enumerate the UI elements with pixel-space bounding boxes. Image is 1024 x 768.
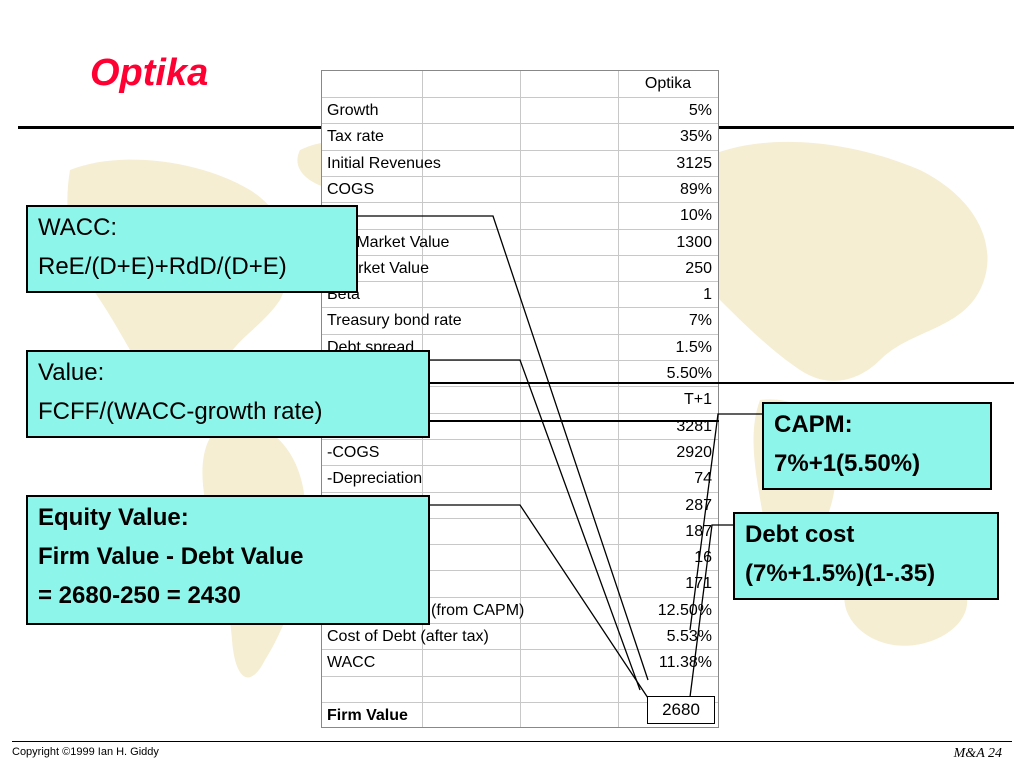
equity-callout-result: = 2680-250 = 2430 [38,582,241,609]
row-value: 1 [703,286,712,304]
equity-callout: Equity Value: Firm Value - Debt Value = … [26,495,430,625]
row-value: 89% [679,180,712,198]
section-divider [321,382,1014,384]
value-callout-formula: FCFF/(WACC-growth rate) [38,398,323,425]
table-row: -COGS 2920 [322,438,718,465]
row-value: 1300 [676,233,712,251]
capm-callout-formula: 7%+1(5.50%) [774,450,921,477]
debt-callout-title: Debt cost [745,521,855,548]
table-row: Growth 5% [322,97,718,123]
row-value: 3281 [676,417,712,435]
table-row: Beta 1 [322,281,718,307]
row-label: Growth [327,102,379,119]
row-value: T+1 [683,391,712,409]
table-row: Initial Revenues 3125 [322,149,718,176]
row-value: 250 [685,259,712,277]
row-label: Initial Revenues [327,154,441,172]
sheet-header: Optika [644,75,692,92]
row-value: 10% [679,207,712,225]
row-value: 12.50% [657,601,712,619]
row-value: 2920 [676,443,712,461]
row-value: 16 [694,549,712,567]
capm-callout-title: CAPM: [774,411,853,438]
table-row: t Market Value 250 [322,254,718,281]
row-value: 5% [688,102,712,119]
row-label: -Depreciation [327,470,423,488]
firm-value-result: 2680 [647,696,715,724]
table-row: uity Market Value 1300 [322,228,718,255]
copyright: Copyright ©1999 Ian H. Giddy [12,746,159,758]
row-label: -COGS [327,443,380,461]
equity-callout-formula: Firm Value - Debt Value [38,543,304,570]
wacc-callout-formula: ReE/(D+E)+RdD/(D+E) [38,253,287,280]
table-row: Tax rate 35% [322,123,718,149]
row-label: Firm Value [327,706,408,724]
table-row: -Depreciation 74 [322,465,718,491]
debt-cost-callout: Debt cost (7%+1.5%)(1-.35) [733,512,999,600]
equity-callout-title: Equity Value: [38,504,189,531]
table-row: COGS 89% [322,175,718,202]
debt-callout-formula: (7%+1.5%)(1-.35) [745,560,936,587]
row-value: 3125 [676,154,712,172]
row-value: 5.50% [666,365,712,382]
row-value: 35% [679,128,712,146]
row-value: 74 [694,470,712,488]
capm-callout: CAPM: 7%+1(5.50%) [762,402,992,490]
row-label: Tax rate [327,128,384,146]
row-value: 171 [685,575,712,593]
row-value: 287 [685,496,712,514]
table-row: Firm Value [322,701,718,728]
table-row: 10% [322,202,718,228]
footer-rule [12,741,1012,742]
table-row: Cost of Debt (after tax) 5.53% [322,623,718,649]
row-label: Cost of Debt (after tax) [327,628,489,645]
table-row: WACC 11.38% [322,649,718,675]
row-value: 11.38% [658,654,712,672]
row-value: 187 [685,522,712,540]
row-value: 5.53% [666,628,712,645]
value-callout: Value: FCFF/(WACC-growth rate) [26,350,430,438]
row-label: Treasury bond rate [327,312,462,330]
row-value: 7% [688,312,712,330]
slide-title: Optika [90,52,209,94]
slide-number: M&A 24 [953,746,1002,761]
row-label: COGS [327,180,375,198]
row-value: 1.5% [675,338,712,356]
wacc-callout-title: WACC: [38,214,118,241]
row-label: WACC [327,654,376,672]
value-callout-title: Value: [38,359,105,386]
table-row: Treasury bond rate 7% [322,307,718,333]
wacc-callout: WACC: ReE/(D+E)+RdD/(D+E) [26,205,358,293]
